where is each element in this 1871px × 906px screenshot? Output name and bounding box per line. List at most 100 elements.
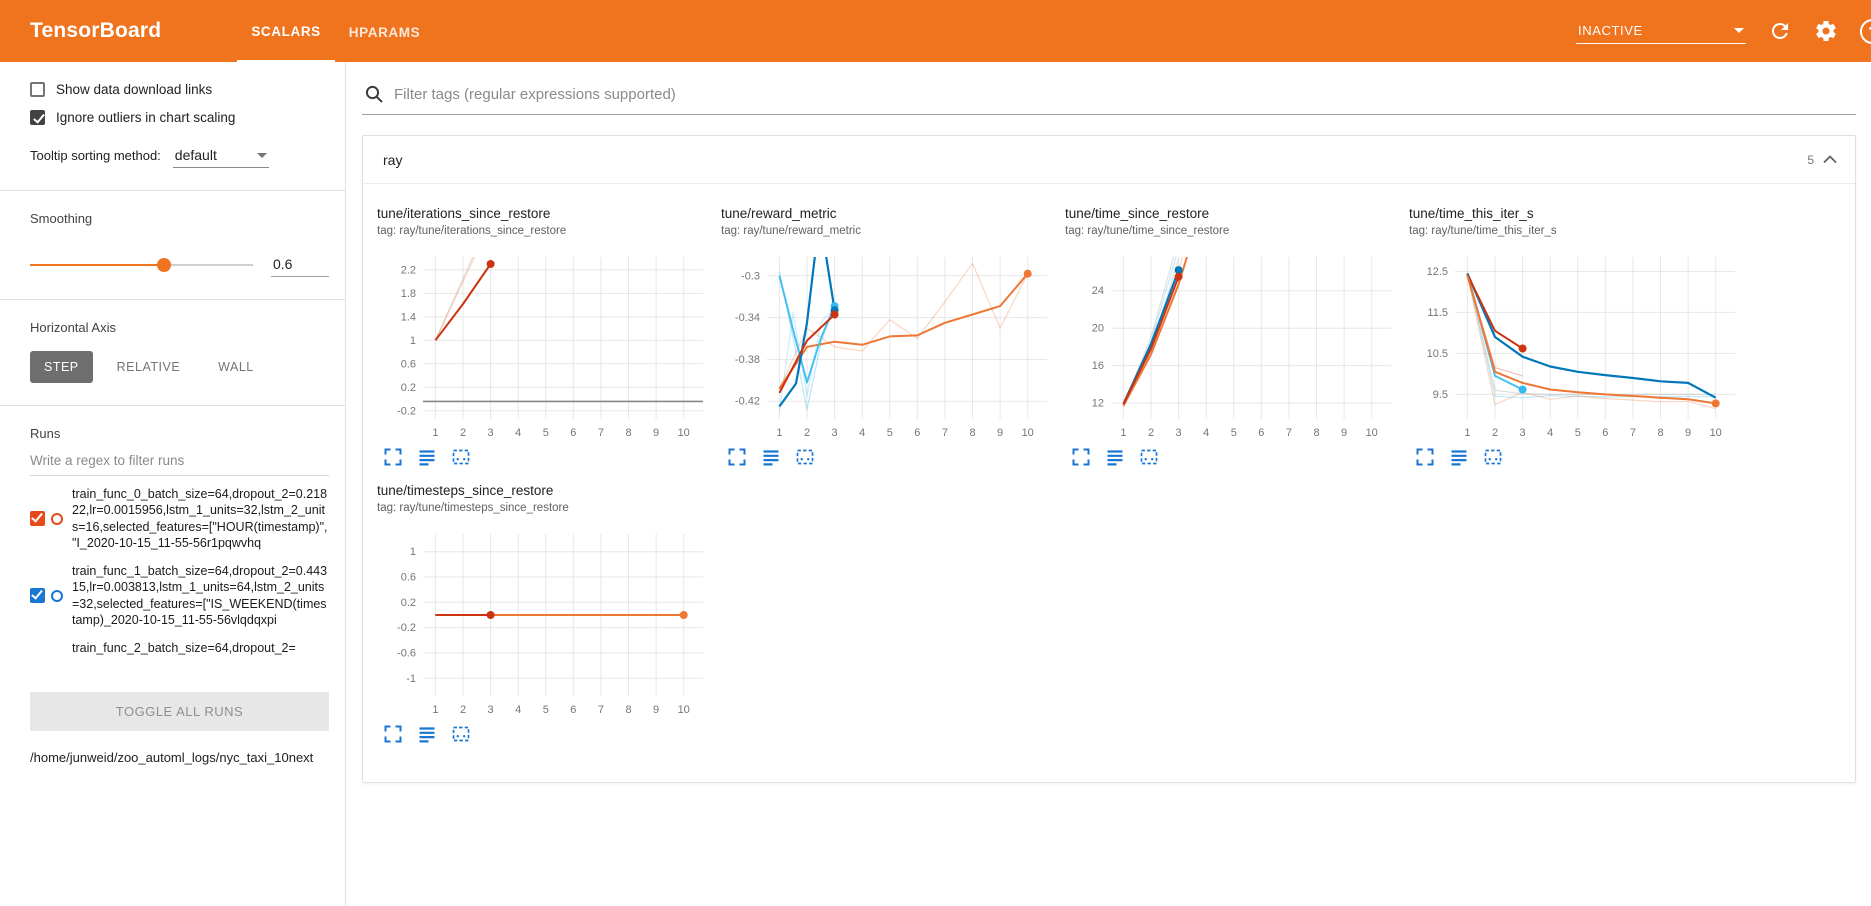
svg-text:16: 16 xyxy=(1092,360,1104,372)
run-label: train_func_0_batch_size=64,dropout_2=0.2… xyxy=(72,487,328,550)
line-chart[interactable]: 1 2 3 4 5 6 7 8 9 10 -0.2 0.2 0.6 1 1.4 1.8 2.2 xyxy=(377,247,711,445)
svg-text:7: 7 xyxy=(1630,427,1636,439)
show-download-links-row[interactable]: Show data download links xyxy=(30,82,329,97)
svg-text:4: 4 xyxy=(515,427,521,439)
section-chart-count: 5 xyxy=(1807,152,1814,167)
run-isolate-radio[interactable] xyxy=(51,512,63,525)
smoothing-slider[interactable] xyxy=(30,257,253,272)
tag-filter-row xyxy=(362,76,1856,115)
svg-text:4: 4 xyxy=(859,427,865,439)
svg-text:0.6: 0.6 xyxy=(401,572,416,584)
runs-menu-icon[interactable] xyxy=(417,724,437,744)
smoothing-value-field[interactable]: 0.6 xyxy=(271,252,329,277)
search-icon xyxy=(364,84,384,104)
svg-text:1.4: 1.4 xyxy=(401,311,416,323)
svg-text:-0.3: -0.3 xyxy=(741,270,760,282)
general-settings-section: Show data download links Ignore outliers… xyxy=(0,62,345,191)
refresh-icon[interactable] xyxy=(1768,19,1792,43)
expand-icon[interactable] xyxy=(383,447,403,467)
fit-domain-icon[interactable] xyxy=(451,724,471,744)
svg-text:5: 5 xyxy=(543,704,549,716)
svg-text:2: 2 xyxy=(1492,427,1498,439)
tooltip-sorting-select[interactable]: default xyxy=(172,143,269,168)
svg-text:12: 12 xyxy=(1092,398,1104,410)
svg-text:12.5: 12.5 xyxy=(1427,266,1448,278)
svg-text:-0.38: -0.38 xyxy=(735,354,760,366)
svg-text:5: 5 xyxy=(543,427,549,439)
main-tabs: SCALARS HPARAMS xyxy=(237,0,434,62)
run-checkbox[interactable] xyxy=(30,588,45,603)
expand-icon[interactable] xyxy=(1071,447,1091,467)
ray-section-header[interactable]: ray 5 xyxy=(363,136,1855,184)
fit-domain-icon[interactable] xyxy=(1139,447,1159,467)
tab-scalars[interactable]: SCALARS xyxy=(237,0,335,62)
svg-text:0.6: 0.6 xyxy=(401,358,416,370)
reload-status-value: INACTIVE xyxy=(1578,23,1643,38)
run-checkbox[interactable] xyxy=(30,511,45,526)
fit-domain-icon[interactable] xyxy=(795,447,815,467)
expand-icon[interactable] xyxy=(727,447,747,467)
svg-text:5: 5 xyxy=(887,427,893,439)
runs-menu-icon[interactable] xyxy=(1105,447,1125,467)
horizontal-axis-label: Horizontal Axis xyxy=(30,320,116,335)
chart-tag: tag: ray/tune/time_this_iter_s xyxy=(1409,225,1557,237)
fit-domain-icon[interactable] xyxy=(1483,447,1503,467)
svg-text:8: 8 xyxy=(625,427,631,439)
toggle-all-runs-button[interactable]: TOGGLE ALL RUNS xyxy=(30,692,329,731)
svg-text:10: 10 xyxy=(1366,427,1378,439)
tag-filter-input[interactable] xyxy=(394,85,1854,103)
ignore-outliers-row[interactable]: Ignore outliers in chart scaling xyxy=(30,110,329,125)
tab-hparams[interactable]: HPARAMS xyxy=(348,24,421,40)
slider-knob[interactable] xyxy=(156,257,171,272)
svg-text:9: 9 xyxy=(1341,427,1347,439)
svg-text:7: 7 xyxy=(942,427,948,439)
runs-filter-input[interactable] xyxy=(30,445,329,476)
main-content: ray 5 tune/iterations_since_restore tag:… xyxy=(346,62,1871,906)
svg-text:7: 7 xyxy=(1286,427,1292,439)
chart-title: tune/iterations_since_restore xyxy=(377,206,551,221)
reload-status-select[interactable]: INACTIVE xyxy=(1576,18,1746,44)
svg-text:1: 1 xyxy=(432,704,438,716)
ignore-outliers-label: Ignore outliers in chart scaling xyxy=(56,110,236,125)
svg-text:3: 3 xyxy=(488,427,494,439)
svg-text:9: 9 xyxy=(1685,427,1691,439)
runs-label: Runs xyxy=(30,426,61,441)
chart-timesteps-since-restore: tune/timesteps_since_restore tag: ray/tu… xyxy=(377,483,713,744)
slider-fill xyxy=(30,263,164,266)
svg-text:1.8: 1.8 xyxy=(401,288,416,300)
expand-icon[interactable] xyxy=(383,724,403,744)
line-chart[interactable]: 1 2 3 4 5 6 7 8 9 10 9.5 10.5 11.5 12.5 xyxy=(1409,247,1743,445)
runs-menu-icon[interactable] xyxy=(417,447,437,467)
line-chart[interactable]: 1 2 3 4 5 6 7 8 9 10 -0.42 -0.38 -0.34 -0.3 xyxy=(721,247,1055,445)
log-directory-path: /home/junweid/zoo_automl_logs/nyc_taxi_1… xyxy=(30,750,314,765)
fit-domain-icon[interactable] xyxy=(451,447,471,467)
help-icon[interactable]: ? xyxy=(1860,18,1871,44)
axis-step-button[interactable]: STEP xyxy=(30,351,93,383)
ignore-outliers-checkbox[interactable] xyxy=(30,110,45,125)
run-item: train_func_2_batch_size=64,dropout_2= xyxy=(30,640,329,656)
horizontal-axis-section: Horizontal Axis STEP RELATIVE WALL xyxy=(0,300,345,406)
axis-relative-button[interactable]: RELATIVE xyxy=(103,351,195,383)
smoothing-section: Smoothing 0.6 xyxy=(0,191,345,300)
run-list: train_func_0_batch_size=64,dropout_2=0.2… xyxy=(30,486,329,690)
chevron-up-icon[interactable] xyxy=(1823,155,1837,164)
axis-wall-button[interactable]: WALL xyxy=(204,351,268,383)
svg-text:6: 6 xyxy=(570,704,576,716)
expand-icon[interactable] xyxy=(1415,447,1435,467)
line-chart[interactable]: 1 2 3 4 5 6 7 8 9 10 -1 -0.6 -0.2 0.2 0.6 1 xyxy=(377,524,711,722)
runs-menu-icon[interactable] xyxy=(1449,447,1469,467)
run-isolate-radio[interactable] xyxy=(51,589,63,602)
gear-icon[interactable] xyxy=(1814,19,1838,43)
svg-text:4: 4 xyxy=(1203,427,1209,439)
show-download-links-checkbox[interactable] xyxy=(30,82,45,97)
section-title: ray xyxy=(383,151,403,168)
chart-title: tune/reward_metric xyxy=(721,206,837,221)
chart-reward-metric: tune/reward_metric tag: ray/tune/reward_… xyxy=(721,206,1057,467)
runs-menu-icon[interactable] xyxy=(761,447,781,467)
chart-iterations-since-restore: tune/iterations_since_restore tag: ray/t… xyxy=(377,206,713,467)
chart-title: tune/time_since_restore xyxy=(1065,206,1210,221)
svg-text:6: 6 xyxy=(914,427,920,439)
svg-text:1: 1 xyxy=(410,335,416,347)
svg-text:3: 3 xyxy=(1520,427,1526,439)
